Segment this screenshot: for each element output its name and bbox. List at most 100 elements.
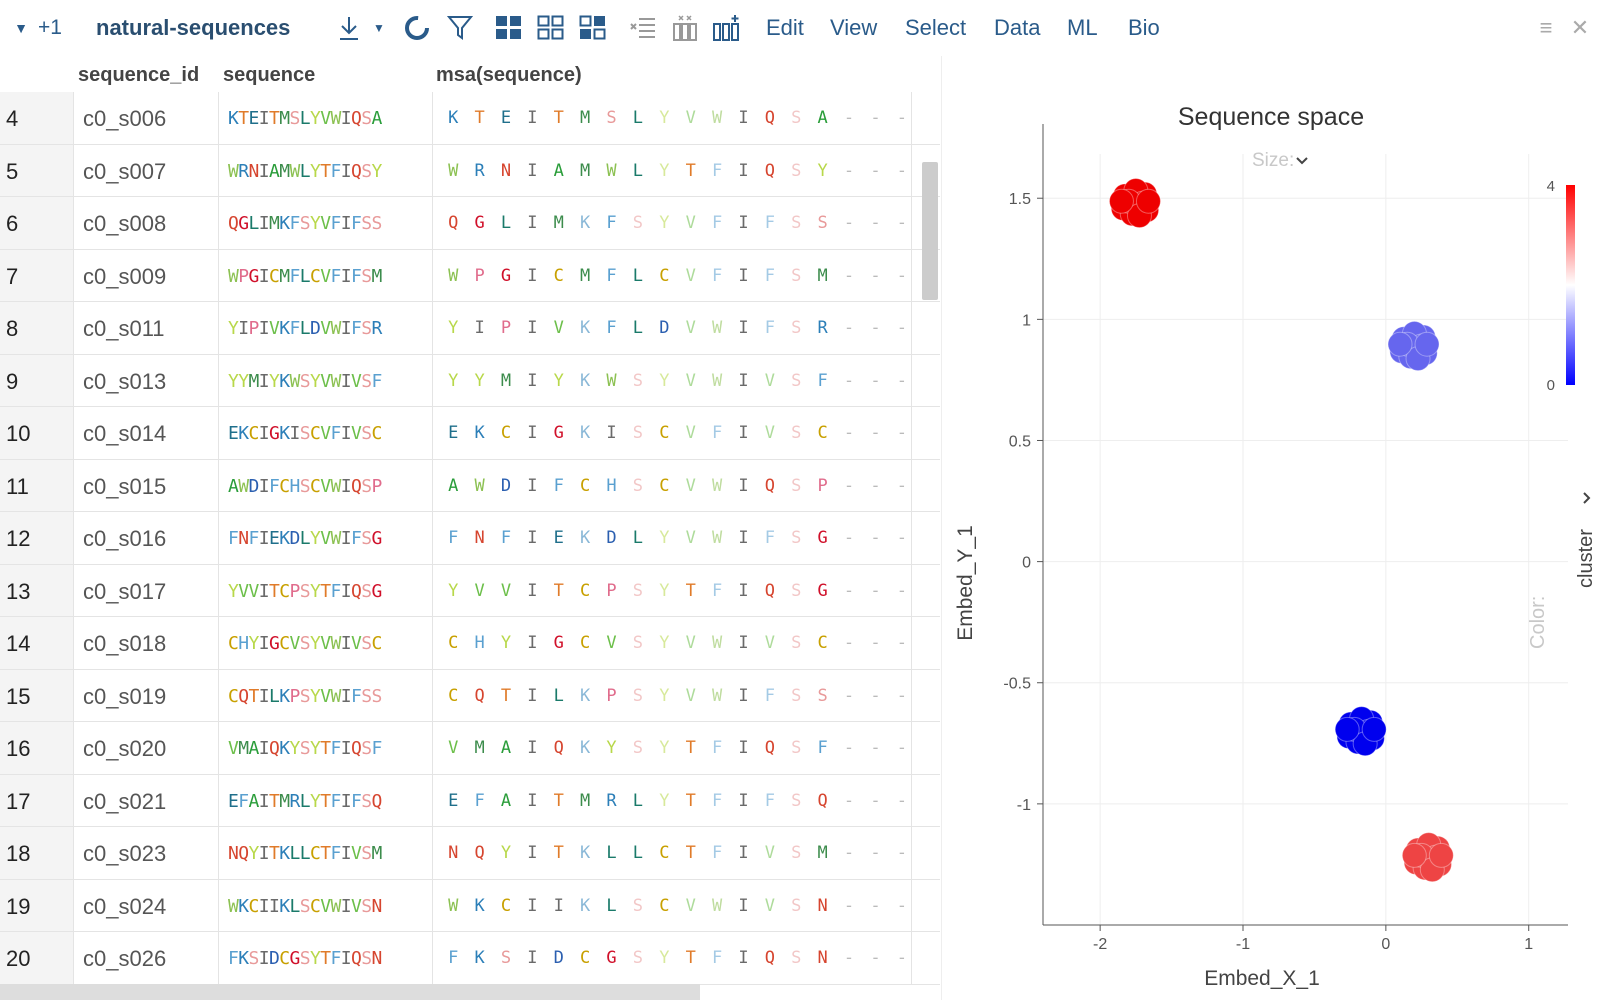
sequence-cell[interactable]: QGLIMKFSYVFIFSS <box>220 197 433 249</box>
sequence-id-cell[interactable]: c0_s018 <box>75 617 219 669</box>
row-number[interactable]: 6 <box>0 197 74 249</box>
add-column-icon[interactable] <box>712 10 742 46</box>
data-point[interactable] <box>1387 331 1413 357</box>
sequence-cell[interactable]: YIPIVKFLDVWIFSR <box>220 302 433 354</box>
menu-edit[interactable]: Edit <box>766 15 804 40</box>
table-row[interactable]: 16 c0_s020 VMAIQKYSYTFIQSF V M A I Q K Y S Y T F I Q S F -… <box>0 722 940 775</box>
table-row[interactable]: 14 c0_s018 CHYIGCVSYVWIVSC C H Y I G C V S Y V W I V S C -… <box>0 617 940 670</box>
size-selector-label[interactable]: Size: <box>1252 150 1294 171</box>
row-number[interactable]: 10 <box>0 407 74 459</box>
chevron-down-icon[interactable] <box>1296 157 1308 165</box>
sequence-id-cell[interactable]: c0_s024 <box>75 879 219 931</box>
data-point[interactable] <box>1414 331 1440 357</box>
color-selector-label[interactable]: Color: <box>1527 596 1549 649</box>
row-number[interactable]: 14 <box>0 617 74 669</box>
grid-mixed-icon[interactable] <box>578 10 608 46</box>
menu-select[interactable]: Select <box>905 15 967 40</box>
color-column-name[interactable]: cluster <box>1575 529 1597 588</box>
row-number[interactable]: 20 <box>0 932 74 984</box>
sequence-cell[interactable]: CQTILKPSYVWIFSS <box>220 669 433 721</box>
column-header-sequence[interactable]: sequence <box>223 64 316 86</box>
data-point[interactable] <box>1334 716 1360 742</box>
sequence-id-cell[interactable]: c0_s013 <box>75 354 219 406</box>
sequence-id-cell[interactable]: c0_s007 <box>75 144 219 196</box>
horizontal-scrollbar[interactable] <box>0 984 700 1000</box>
column-header-msa[interactable]: msa(sequence) <box>436 64 582 86</box>
sequence-id-cell[interactable]: c0_s023 <box>75 827 219 879</box>
table-title[interactable]: natural-sequences <box>96 15 291 40</box>
menu-ml[interactable]: ML <box>1067 15 1098 40</box>
table-row[interactable]: 20 c0_s026 FKSIDCGSYTFIQSN F K S I D C G S Y T F I Q S N -… <box>0 932 940 985</box>
grid-outline-icon[interactable] <box>536 10 566 46</box>
sequence-cell[interactable]: FKSIDCGSYTFIQSN <box>220 932 433 984</box>
row-number[interactable]: 11 <box>0 459 74 511</box>
row-number[interactable]: 19 <box>0 879 74 931</box>
sequence-id-cell[interactable]: c0_s021 <box>75 774 219 826</box>
chevron-right-icon[interactable] <box>1583 492 1591 504</box>
filter-icon[interactable] <box>446 10 474 46</box>
sequence-id-cell[interactable]: c0_s020 <box>75 722 219 774</box>
row-number[interactable]: 17 <box>0 774 74 826</box>
menu-view[interactable]: View <box>830 15 878 40</box>
chevron-down-icon[interactable]: ▼ <box>373 21 385 35</box>
sequence-cell[interactable]: YYMIYKWSYVWIVSF <box>220 354 433 406</box>
sequence-id-cell[interactable]: c0_s026 <box>75 932 219 984</box>
remove-columns-icon[interactable] <box>670 10 700 46</box>
vertical-scrollbar[interactable] <box>922 162 938 300</box>
row-number[interactable]: 7 <box>0 249 74 301</box>
column-header-sequence-id[interactable]: sequence_id <box>78 64 200 86</box>
table-row[interactable]: 9 c0_s013 YYMIYKWSYVWIVSF Y Y M I Y K W S Y V W I V S F - -… <box>0 354 940 407</box>
table-row[interactable]: 19 c0_s024 WKCIIKLSCVWIVSN W K C I I K L S C V W I V S N -… <box>0 879 940 932</box>
close-icon[interactable]: ✕ <box>1570 15 1590 40</box>
row-number[interactable]: 8 <box>0 302 74 354</box>
sequence-id-cell[interactable]: c0_s016 <box>75 512 219 564</box>
add-rows-icon[interactable] <box>628 10 658 46</box>
sequence-cell[interactable]: WRNIAMWLYTFIQSY <box>220 144 433 196</box>
row-number[interactable]: 9 <box>0 354 74 406</box>
table-row[interactable]: 15 c0_s019 CQTILKPSYVWIFSS C Q T I L K P S Y V W I F S S -… <box>0 669 940 722</box>
row-number[interactable]: 16 <box>0 722 74 774</box>
download-icon[interactable] <box>336 10 362 46</box>
menu-data[interactable]: Data <box>994 15 1041 40</box>
sequence-cell[interactable]: WKCIIKLSCVWIVSN <box>220 879 433 931</box>
hamburger-icon[interactable]: ≡ <box>1539 15 1553 40</box>
sequence-id-cell[interactable]: c0_s009 <box>75 249 219 301</box>
row-number[interactable]: 4 <box>0 92 74 144</box>
sequence-cell[interactable]: YVVITCPSYTFIQSG <box>220 564 433 616</box>
sequence-id-cell[interactable]: c0_s017 <box>75 564 219 616</box>
sequence-id-cell[interactable]: c0_s006 <box>75 92 219 144</box>
table-row[interactable]: 10 c0_s014 EKCIGKISCVFIVSC E K C I G K I S C V F I V S C -… <box>0 407 940 460</box>
row-number[interactable]: 12 <box>0 512 74 564</box>
table-row[interactable]: 13 c0_s017 YVVITCPSYTFIQSG Y V V I T C P S Y T F I Q S G -… <box>0 564 940 617</box>
table-row[interactable]: 5 c0_s007 WRNIAMWLYTFIQSY W R N I A M W L Y T F I Q S Y - -… <box>0 144 940 197</box>
table-row[interactable]: 7 c0_s009 WPGICMFLCVFIFSM W P G I C M F L C V F I F S M - -… <box>0 249 940 302</box>
table-row[interactable]: 11 c0_s015 AWDIFCHSCVWIQSP A W D I F C H S C V W I Q S P -… <box>0 459 940 512</box>
table-row[interactable]: 18 c0_s023 NQYITKLLCTFIVSM N Q Y I T K L L C T F I V S M -… <box>0 827 940 880</box>
table-row[interactable]: 4 c0_s006 KTEITMSLYVWIQSA K T E I T M S L Y V W I Q S A - -… <box>0 92 940 145</box>
sequence-id-cell[interactable]: c0_s008 <box>75 197 219 249</box>
sequence-id-cell[interactable]: c0_s011 <box>75 302 219 354</box>
data-point[interactable] <box>1135 188 1161 214</box>
row-number[interactable]: 13 <box>0 564 74 616</box>
sequence-cell[interactable]: NQYITKLLCTFIVSM <box>220 827 433 879</box>
caret-down-icon[interactable]: ▼ <box>14 20 28 36</box>
table-row[interactable]: 17 c0_s021 EFAITMRLYTFIFSQ E F A I T M R L Y T F I F S Q -… <box>0 774 940 827</box>
sequence-cell[interactable]: AWDIFCHSCVWIQSP <box>220 459 433 511</box>
sequence-cell[interactable]: FNFIEKDLYVWIFSG <box>220 512 433 564</box>
row-number[interactable]: 18 <box>0 827 74 879</box>
grid-layout-icon[interactable] <box>494 10 524 46</box>
